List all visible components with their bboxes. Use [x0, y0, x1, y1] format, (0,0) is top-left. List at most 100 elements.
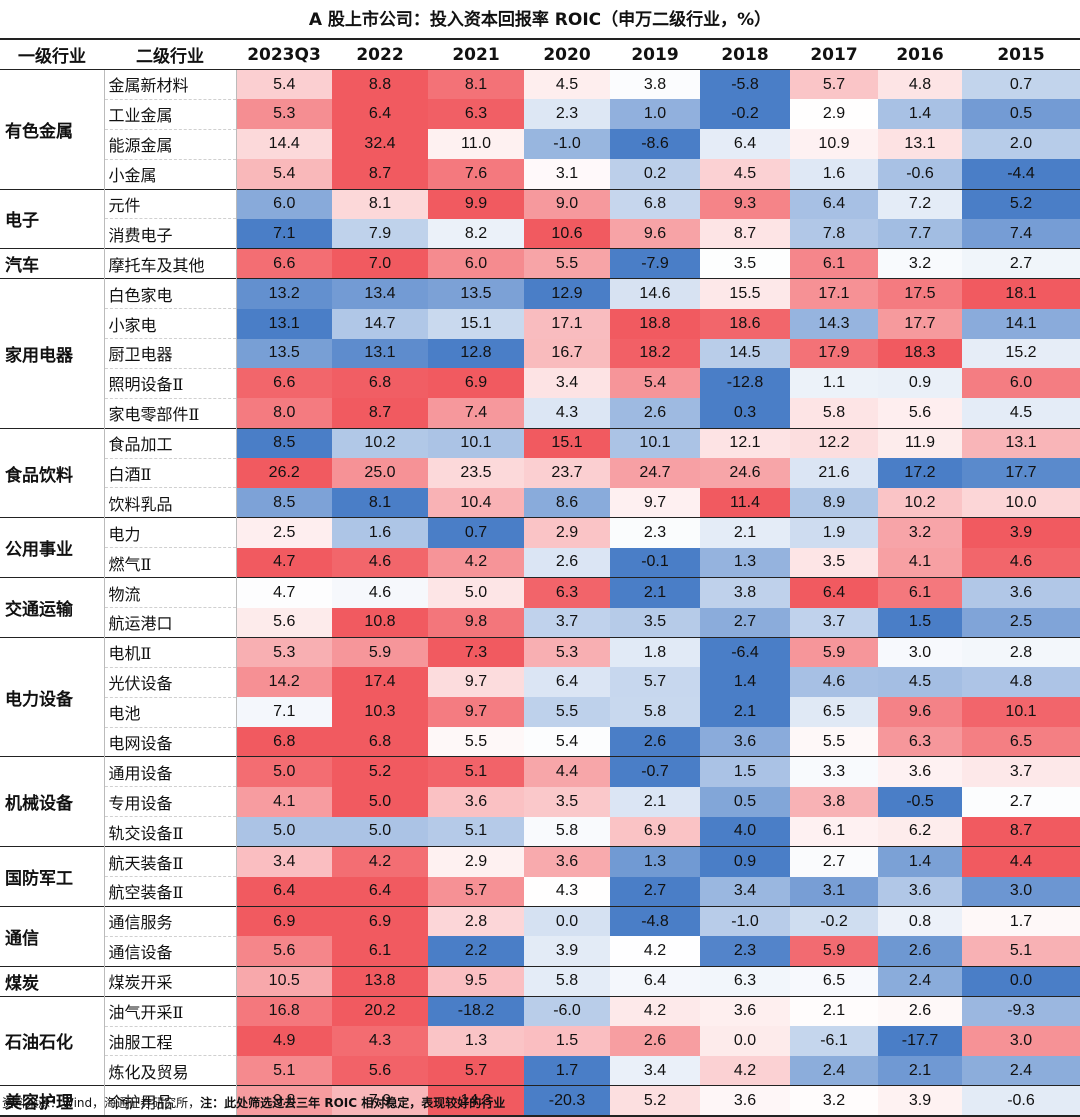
roic-cell: 4.1: [236, 786, 332, 817]
roic-cell: -1.0: [700, 905, 790, 937]
roic-cell: 5.0: [236, 756, 332, 787]
roic-cell: 17.9: [790, 338, 878, 369]
roic-cell: 5.1: [962, 936, 1080, 967]
level2-industry: 能源金属: [104, 128, 237, 160]
roic-cell: 6.8: [610, 188, 700, 219]
roic-cell: 12.9: [524, 278, 610, 309]
header-year: 2022: [332, 40, 428, 70]
roic-cell: 2.6: [610, 727, 700, 757]
roic-cell: 3.5: [790, 547, 878, 578]
roic-cell: 9.8: [428, 607, 524, 638]
roic-cell: 6.8: [236, 727, 332, 757]
roic-cell: 4.8: [878, 69, 962, 100]
roic-cell: 5.8: [524, 816, 610, 847]
table-row: 电子 元件 6.0 8.1 9.9 9.0 6.8 9.3 6.4 7.2 5.2: [0, 188, 1080, 249]
roic-cell: 4.8: [962, 667, 1080, 698]
roic-cell: 21.6: [790, 458, 878, 488]
roic-cell: 13.2: [236, 278, 332, 309]
roic-cell: 10.5: [236, 965, 332, 997]
roic-cell: 9.3: [700, 188, 790, 219]
roic-cell: 3.0: [962, 1026, 1080, 1056]
roic-cell: 8.5: [236, 487, 332, 518]
roic-cell: 14.4: [236, 129, 332, 160]
roic-cell: 3.4: [236, 846, 332, 877]
level2-industry: 航空装备Ⅱ: [104, 876, 237, 907]
table-row: 炼化及贸易 5.1 5.6 5.7 1.7 3.4 4.2 2.4 2.1 2.4: [0, 1055, 1080, 1086]
level2-industry: 小金属: [104, 158, 237, 190]
roic-cell: 23.7: [524, 458, 610, 488]
level2-industry: 专用设备: [104, 786, 237, 817]
header-year: 2023Q3: [236, 40, 332, 70]
roic-cell: 6.9: [236, 905, 332, 937]
roic-cell: 8.7: [700, 218, 790, 249]
roic-cell: 3.2: [878, 248, 962, 279]
roic-cell: 14.7: [332, 308, 428, 339]
roic-cell: 5.4: [610, 368, 700, 399]
roic-cell: 10.8: [332, 607, 428, 638]
roic-cell: 3.8: [700, 577, 790, 608]
header-year: 2019: [610, 40, 700, 70]
table-row: 家用电器 白色家电 13.2 13.4 13.5 12.9 14.6 15.5 17.1 17.5…: [0, 278, 1080, 429]
roic-cell: 11.4: [700, 487, 790, 518]
roic-cell: 5.8: [524, 965, 610, 997]
roic-cell: 1.8: [610, 636, 700, 668]
roic-cell: 2.7: [790, 846, 878, 877]
roic-cell: 2.7: [610, 876, 700, 907]
roic-cell: 3.6: [700, 1085, 790, 1117]
roic-cell: -0.6: [878, 159, 962, 190]
level1-industry: 公用事业: [0, 517, 105, 578]
roic-cell: 9.7: [610, 487, 700, 518]
roic-cell: 11.0: [428, 129, 524, 160]
roic-cell: 3.6: [700, 727, 790, 757]
roic-cell: 6.4: [610, 965, 700, 997]
roic-cell: -18.2: [428, 995, 524, 1026]
roic-cell: 2.3: [700, 936, 790, 967]
roic-cell: 8.1: [428, 69, 524, 100]
roic-cell: -1.0: [524, 129, 610, 160]
roic-cell: -6.4: [700, 636, 790, 668]
header-year: 2021: [428, 40, 524, 70]
roic-cell: 5.2: [332, 756, 428, 787]
level2-industry: 照明设备Ⅱ: [104, 367, 237, 399]
level1-industry: 通信: [0, 905, 105, 967]
roic-cell: 15.1: [524, 427, 610, 459]
level2-industry: 白酒Ⅱ: [104, 457, 237, 488]
table-row: 消费电子 7.1 7.9 8.2 10.6 9.6 8.7 7.8 7.7 7.4: [0, 218, 1080, 249]
roic-cell: 14.5: [700, 338, 790, 369]
roic-cell: 5.1: [428, 816, 524, 847]
roic-cell: 1.4: [878, 99, 962, 130]
roic-cell: 6.0: [428, 248, 524, 279]
roic-cell: -5.8: [700, 69, 790, 100]
roic-cell: 2.3: [610, 517, 700, 548]
roic-cell: 5.4: [236, 159, 332, 190]
roic-cell: 17.7: [878, 308, 962, 339]
roic-cell: 3.9: [524, 936, 610, 967]
level1-industry: 家用电器: [0, 278, 105, 429]
level2-industry: 电池: [104, 696, 237, 728]
roic-cell: 4.0: [700, 816, 790, 847]
roic-cell: 2.9: [790, 99, 878, 130]
roic-cell: -7.9: [610, 248, 700, 279]
roic-cell: 5.1: [236, 1055, 332, 1086]
roic-cell: 2.1: [610, 786, 700, 817]
roic-cell: 5.5: [524, 248, 610, 279]
roic-cell: 0.0: [700, 1026, 790, 1056]
roic-cell: 5.4: [524, 727, 610, 757]
roic-cell: 7.4: [428, 398, 524, 429]
roic-cell: 3.7: [962, 756, 1080, 787]
roic-heatmap-table: 一级行业 二级行业 2023Q3 2022 2021 2020 2019 201…: [0, 40, 1080, 1117]
roic-cell: 6.8: [332, 727, 428, 757]
roic-cell: 5.0: [332, 786, 428, 817]
roic-cell: 5.0: [332, 816, 428, 847]
roic-cell: 5.1: [428, 756, 524, 787]
level2-industry: 电网设备: [104, 726, 237, 757]
roic-cell: 8.9: [790, 487, 878, 518]
roic-cell: 8.0: [236, 398, 332, 429]
roic-cell: -6.1: [790, 1026, 878, 1056]
roic-cell: 6.1: [878, 577, 962, 608]
roic-cell: 3.7: [524, 607, 610, 638]
roic-cell: 6.9: [428, 368, 524, 399]
header-year: 2017: [790, 40, 878, 70]
roic-cell: 8.8: [332, 69, 428, 100]
roic-cell: 2.6: [878, 995, 962, 1026]
